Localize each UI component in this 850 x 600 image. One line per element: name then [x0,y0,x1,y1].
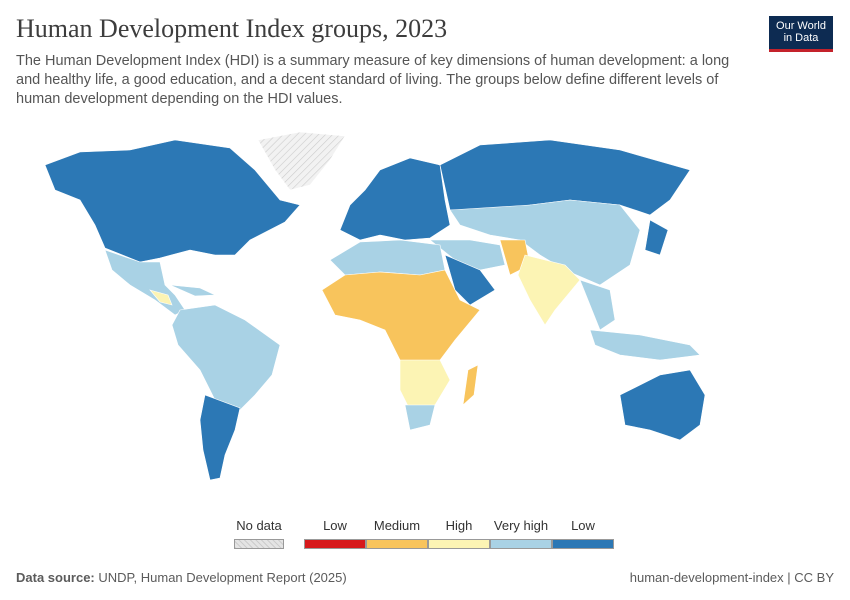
japan-korea [644,219,669,256]
title: Human Development Index groups, 2023 [16,14,448,43]
central-america [149,289,173,306]
north-america [44,139,301,263]
europe [339,157,451,241]
source-text: UNDP, Human Development Report (2025) [98,570,347,585]
legend-swatch [490,539,552,549]
legend-swatch [366,539,428,549]
saudi [444,254,496,306]
logo[interactable]: Our World in Data [769,16,833,52]
greenland [257,131,346,191]
legend-swatch [304,539,366,549]
source: Data source: UNDP, Human Development Rep… [16,570,347,585]
legend-item[interactable]: Very high [490,518,552,549]
central-asia [449,199,641,286]
india [517,254,581,326]
legend-label: Very high [493,518,549,533]
legend-label: Medium [373,518,421,533]
south-america [171,304,281,411]
legend-swatch [234,539,284,549]
central-africa [321,269,481,371]
legend-label: Low [323,518,347,533]
legend-item[interactable]: Low [552,518,614,549]
legend-label: Low [571,518,595,533]
logo-line: Our World [776,20,826,32]
southeast-asia [579,279,616,331]
madagascar [462,364,479,406]
legend-label: No data [236,518,282,533]
legend-item[interactable]: Medium [366,518,428,549]
caribbean [169,284,216,297]
logo-line: in Data [783,32,819,44]
south-africa [404,404,436,431]
argentina-chile [199,394,241,481]
source-label: Data source: [16,570,95,585]
indonesia [589,329,701,361]
legend-item[interactable]: High [428,518,490,549]
australia [619,369,706,441]
east-africa [399,359,451,411]
slug[interactable]: human-development-index | CC BY [629,570,834,585]
legend-item[interactable]: Low [304,518,366,549]
north-africa [329,239,446,276]
legend-swatch [428,539,490,549]
world-map [44,131,706,481]
subtitle: The Human Development Index (HDI) is a s… [16,53,730,107]
legend-label: High [445,518,473,533]
legend-item[interactable]: No data [234,518,284,549]
legend-swatch [552,539,614,549]
